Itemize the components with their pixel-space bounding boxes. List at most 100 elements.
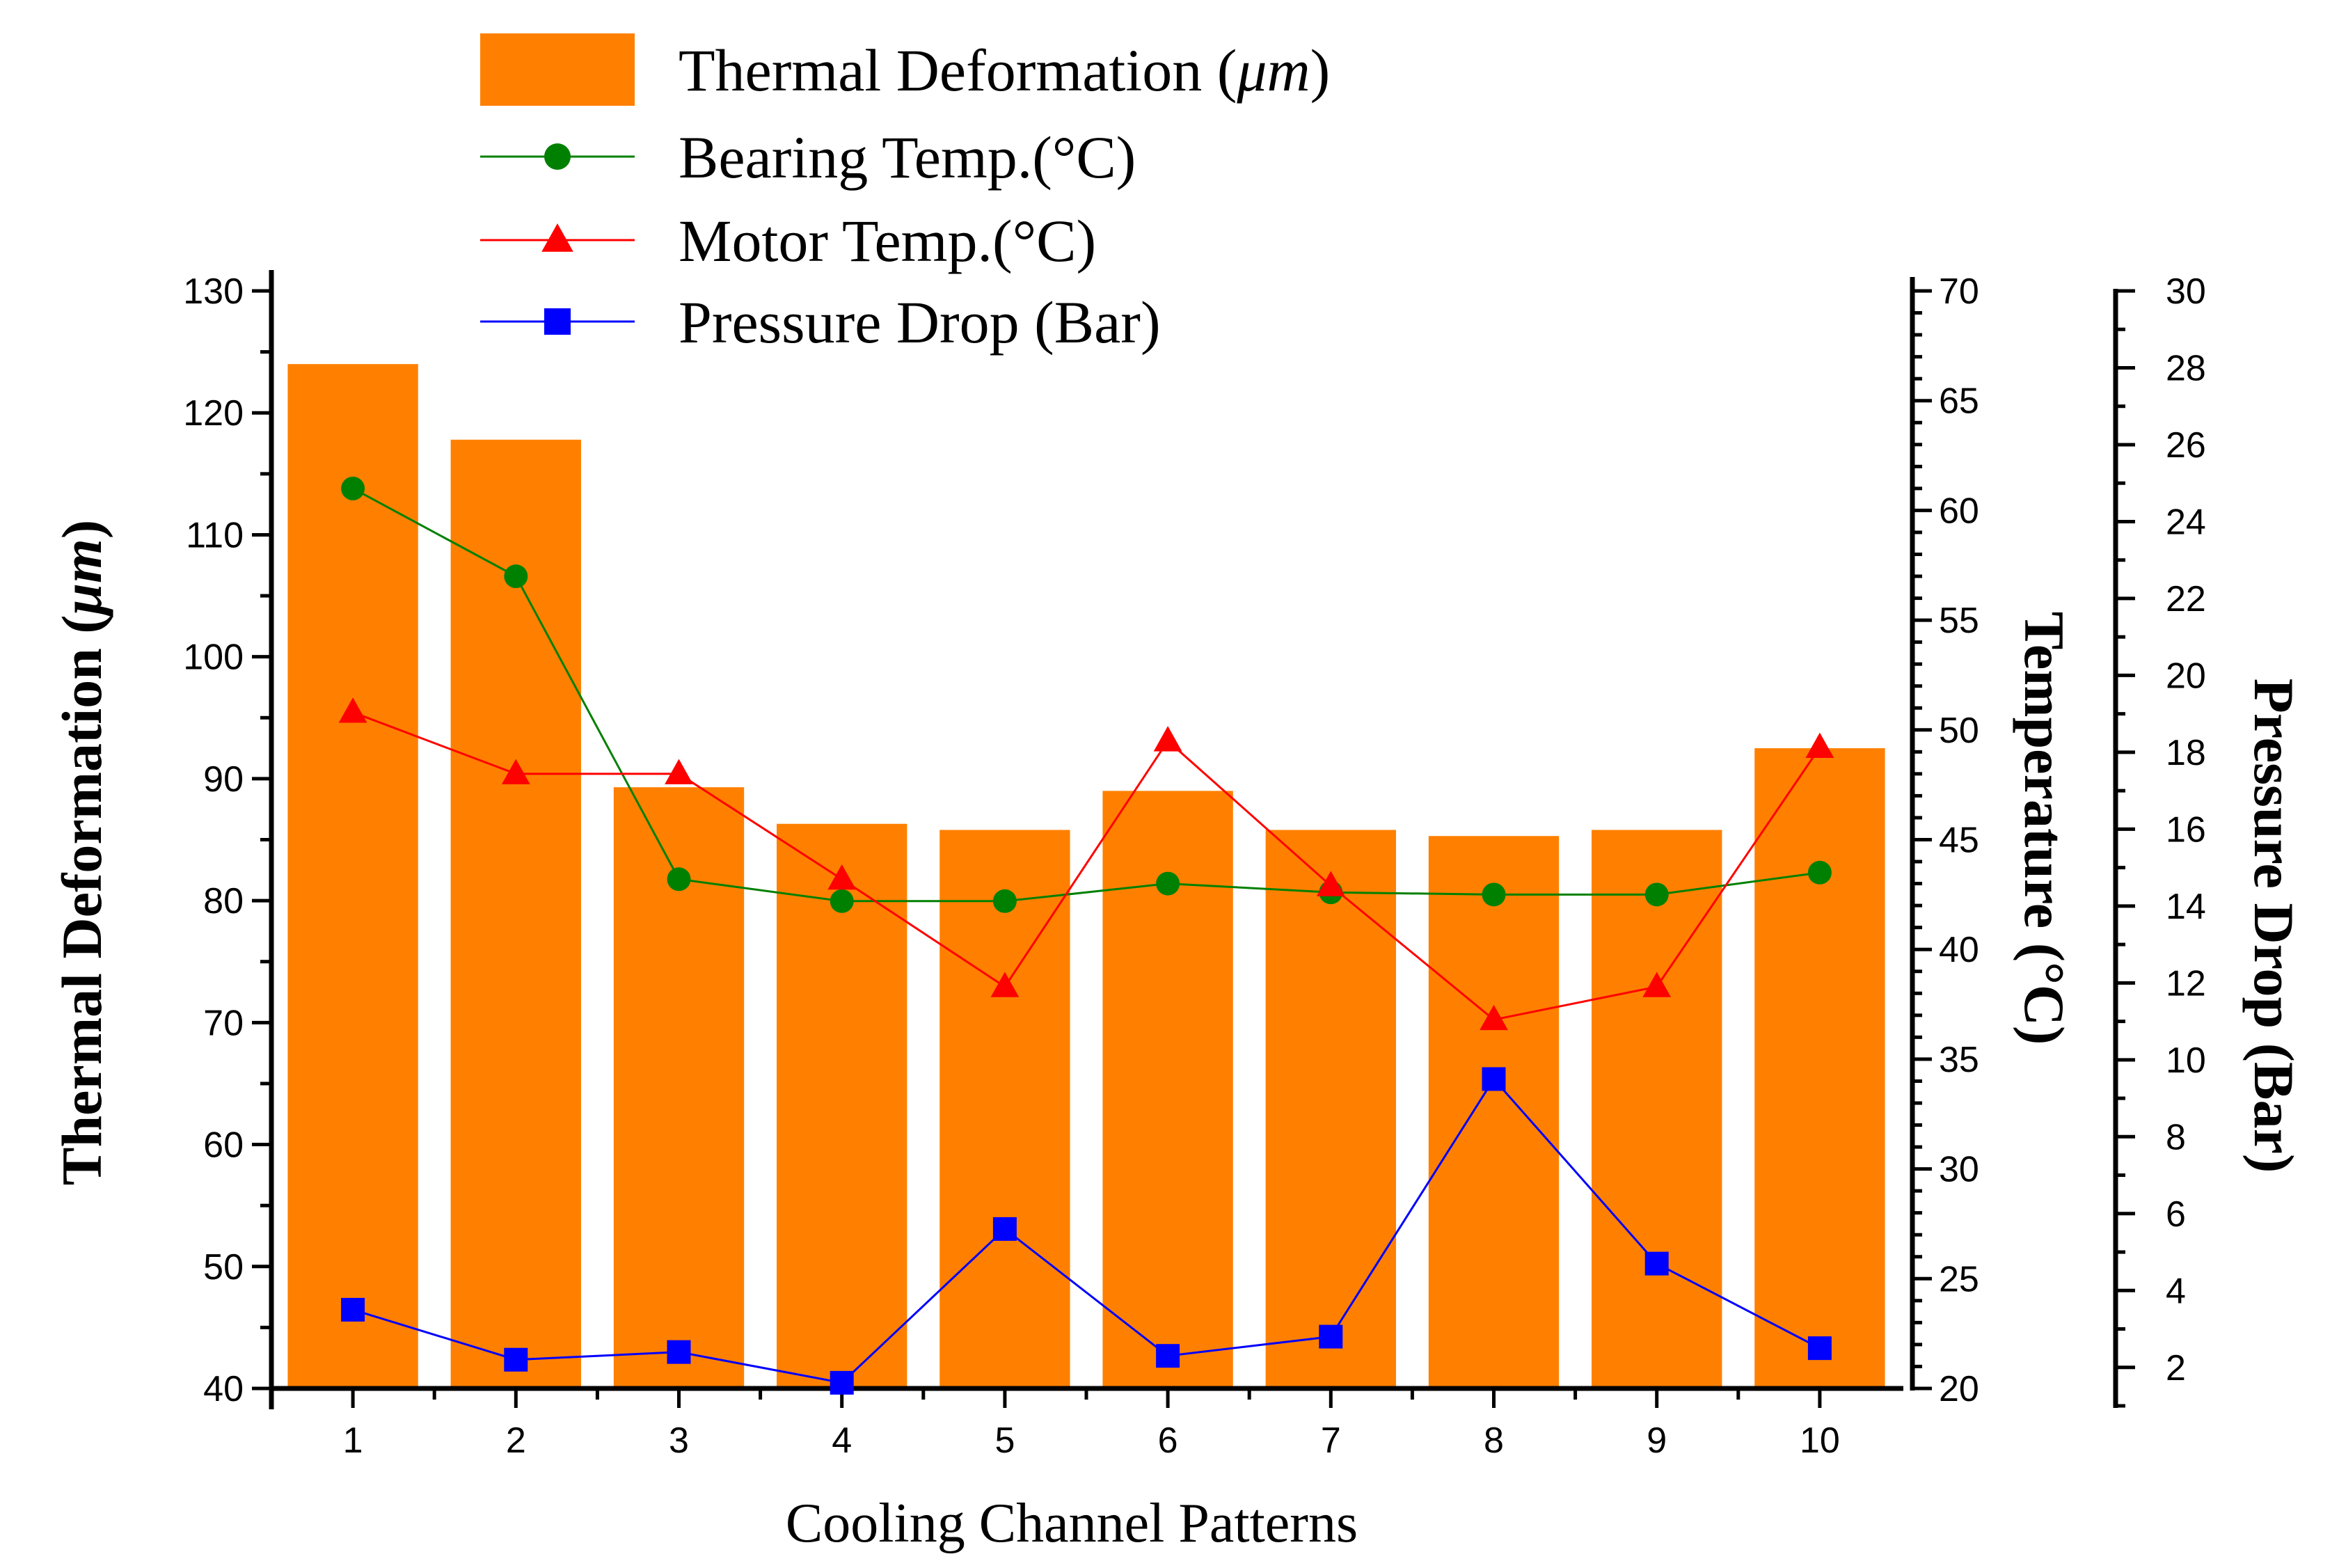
bar-8 — [1428, 836, 1560, 1388]
point-circle-6 — [1156, 871, 1180, 896]
legend-label: Bearing Temp.(°C) — [679, 124, 1136, 191]
left-tick-label: 120 — [183, 393, 244, 434]
pressure-tick-label: 26 — [2166, 425, 2206, 466]
left-tick-label: 110 — [186, 515, 244, 555]
point-triangle-1 — [338, 697, 367, 723]
left-tick-label: 50 — [203, 1247, 244, 1288]
axis-titles: Thermal Deformation (μm) Temperature (°C… — [50, 520, 2306, 1554]
temperature-tick-label: 20 — [1939, 1369, 1979, 1409]
point-circle-3 — [667, 867, 691, 892]
point-triangle-3 — [665, 759, 693, 784]
x-tick-label: 10 — [1800, 1420, 1840, 1461]
point-square-2 — [504, 1347, 528, 1372]
x-tick-label: 7 — [1321, 1420, 1341, 1461]
pressure-tick-label: 22 — [2166, 579, 2206, 619]
point-triangle-7 — [1316, 871, 1345, 896]
x-tick-label: 8 — [1484, 1420, 1504, 1461]
pressure-tick-label: 2 — [2166, 1348, 2186, 1388]
point-square-1 — [341, 1297, 365, 1322]
bar-2 — [450, 439, 581, 1388]
temperature-tick-label: 65 — [1939, 381, 1979, 422]
point-triangle-5 — [990, 972, 1020, 997]
point-square-3 — [667, 1340, 691, 1364]
bar-1 — [287, 364, 418, 1389]
legend-label: Motor Temp.(°C) — [679, 207, 1096, 274]
temperature-tick-label: 55 — [1939, 601, 1979, 641]
temperature-tick-label: 35 — [1939, 1040, 1979, 1080]
point-triangle-8 — [1480, 1004, 1508, 1031]
bar-7 — [1265, 830, 1396, 1388]
point-square-6 — [1156, 1344, 1180, 1368]
temperature-tick-label: 60 — [1939, 491, 1979, 531]
x-tick-label: 5 — [994, 1420, 1015, 1461]
temperature-axis-title: Temperature (°C) — [2013, 612, 2076, 1045]
left-tick-label: 90 — [203, 759, 244, 800]
point-triangle-10 — [1805, 732, 1834, 759]
legend-label: Thermal Deformation (μm) — [679, 37, 1330, 104]
point-square-10 — [1807, 1336, 1832, 1361]
bar-9 — [1592, 830, 1722, 1388]
pressure-tick-label: 6 — [2166, 1194, 2186, 1235]
pressure-tick-label: 8 — [2166, 1117, 2186, 1157]
pressure-tick-label: 30 — [2166, 271, 2206, 312]
point-triangle-2 — [501, 759, 530, 784]
x-tick-label: 1 — [343, 1420, 363, 1461]
point-circle-2 — [504, 564, 528, 589]
x-axis-title: Cooling Channel Patterns — [786, 1493, 1358, 1554]
series-line-circle — [352, 487, 1821, 903]
pressure-tick-label: 16 — [2166, 809, 2206, 850]
point-circle-5 — [992, 889, 1017, 913]
point-triangle-6 — [1153, 726, 1182, 752]
point-triangle-4 — [827, 864, 857, 890]
legend: Thermal Deformation (μm) Bearing Temp.(°C… — [480, 33, 1330, 356]
left-tick-label: 130 — [183, 271, 244, 312]
point-circle-9 — [1644, 882, 1669, 907]
temperature-tick-label: 70 — [1939, 271, 1979, 312]
series-line-triangle — [352, 711, 1821, 1021]
x-tick-label: 2 — [506, 1420, 526, 1461]
temperature-tick-label: 50 — [1939, 711, 1979, 751]
point-circle-4 — [830, 889, 854, 913]
pressure-tick-label: 20 — [2166, 656, 2206, 696]
legend-marker-circle — [544, 143, 571, 170]
bar-10 — [1754, 748, 1885, 1388]
point-square-5 — [992, 1217, 1017, 1241]
pressure-tick-label: 18 — [2166, 733, 2206, 773]
x-tick-label: 6 — [1158, 1420, 1178, 1461]
pressure-axis-title: Pressure Drop (Bar) — [2242, 679, 2306, 1173]
point-circle-1 — [341, 476, 365, 500]
left-tick-label: 80 — [203, 881, 244, 921]
temperature-tick-label: 45 — [1939, 821, 1979, 861]
bar-4 — [777, 823, 907, 1388]
point-square-9 — [1644, 1251, 1669, 1276]
left-axis-title: Thermal Deformation (μm) — [50, 520, 113, 1186]
pressure-tick-label: 10 — [2166, 1040, 2206, 1081]
bars-layer — [287, 364, 1885, 1389]
left-tick-label: 100 — [183, 638, 244, 678]
temperature-tick-label: 25 — [1939, 1259, 1979, 1299]
x-tick-label: 3 — [669, 1420, 689, 1461]
pressure-tick-label: 4 — [2166, 1271, 2186, 1311]
pressure-tick-label: 24 — [2166, 502, 2206, 542]
point-square-4 — [830, 1370, 854, 1395]
temperature-tick-label: 30 — [1939, 1150, 1979, 1190]
pressure-tick-label: 14 — [2166, 887, 2206, 927]
x-tick-label: 4 — [832, 1420, 852, 1461]
legend-label: Pressure Drop (Bar) — [679, 289, 1161, 356]
legend-marker-square — [544, 308, 571, 335]
legend-marker-triangle — [541, 223, 573, 252]
point-square-8 — [1482, 1067, 1506, 1091]
bar-5 — [939, 830, 1070, 1388]
lines-layer — [338, 476, 1834, 1395]
pressure-tick-label: 12 — [2166, 963, 2206, 1004]
pressure-tick-label: 28 — [2166, 348, 2206, 388]
series-line-square — [352, 1077, 1821, 1384]
temperature-tick-label: 40 — [1939, 930, 1979, 970]
x-tick-label: 9 — [1647, 1420, 1667, 1461]
point-circle-10 — [1807, 860, 1832, 885]
point-circle-8 — [1482, 882, 1506, 907]
point-square-7 — [1319, 1324, 1343, 1349]
left-tick-label: 40 — [203, 1369, 244, 1409]
